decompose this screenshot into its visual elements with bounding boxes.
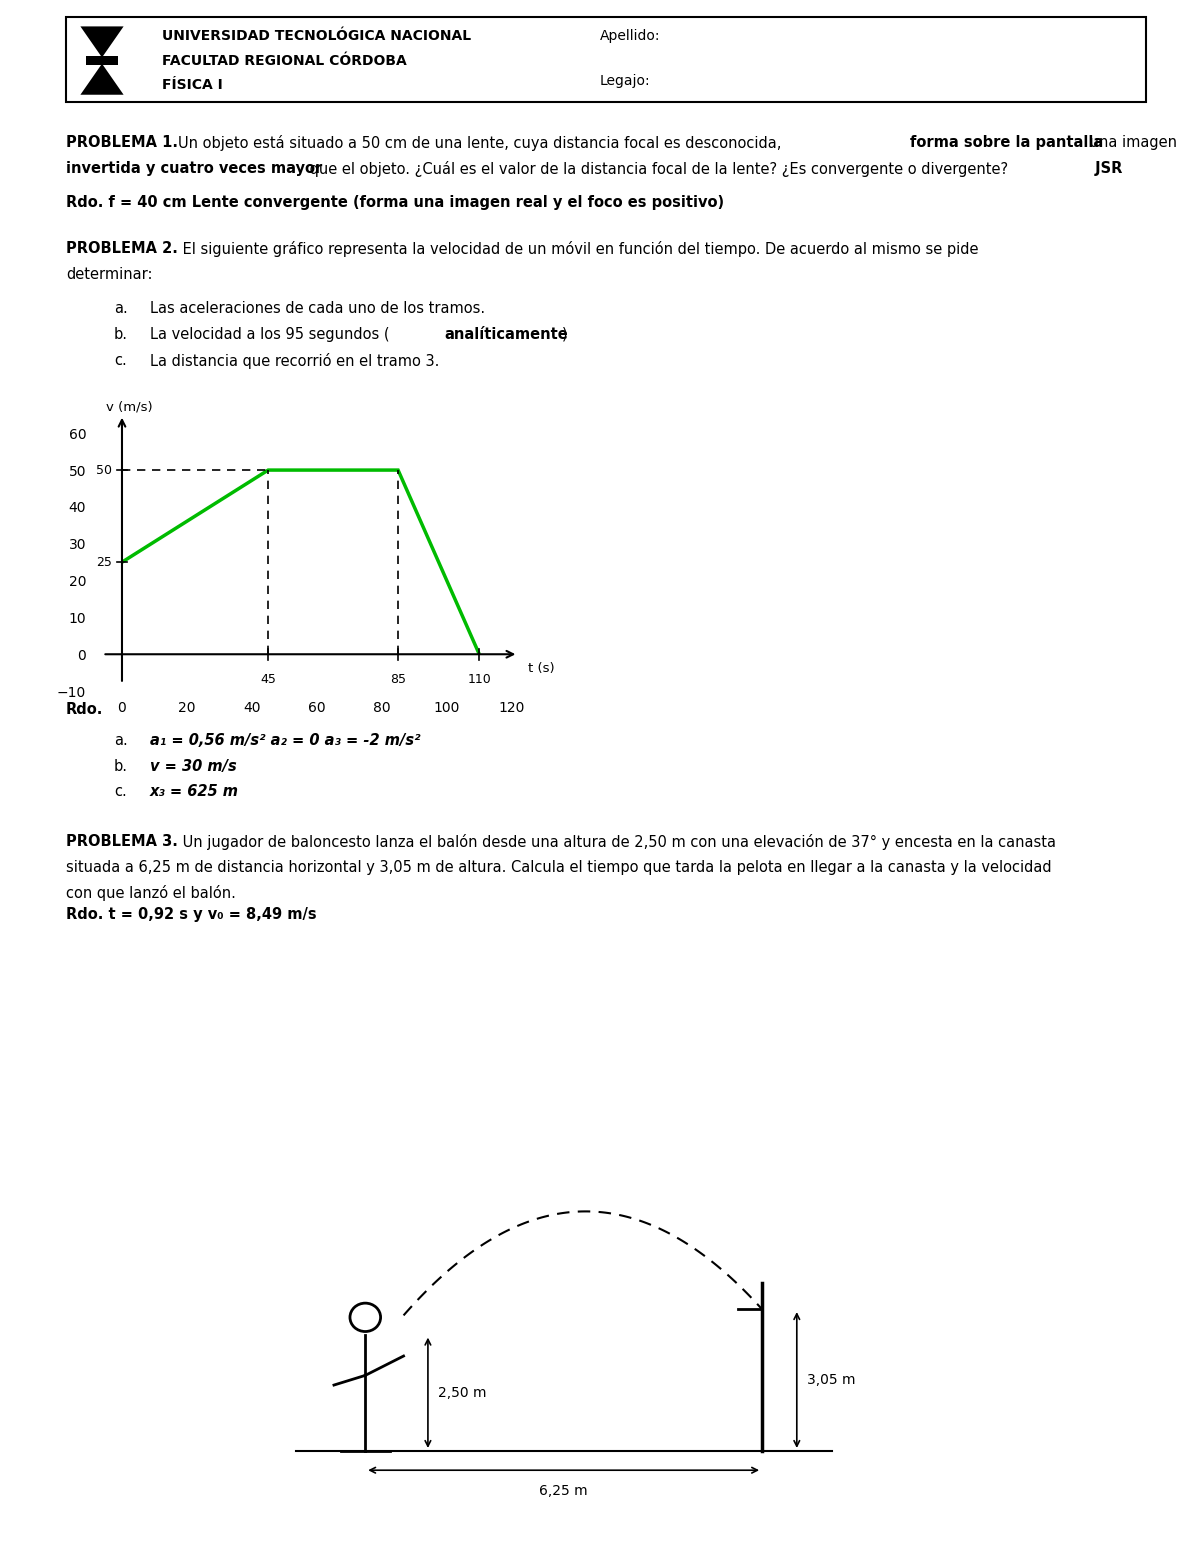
Text: 50: 50 bbox=[96, 464, 113, 477]
Text: a.: a. bbox=[114, 733, 127, 749]
Text: 110: 110 bbox=[468, 672, 491, 686]
FancyBboxPatch shape bbox=[86, 56, 118, 65]
Text: t (s): t (s) bbox=[528, 663, 554, 676]
Text: Un objeto está situado a 50 cm de una lente, cuya distancia focal es desconocida: Un objeto está situado a 50 cm de una le… bbox=[178, 135, 786, 151]
Text: b.: b. bbox=[114, 758, 128, 773]
Text: Las aceleraciones de cada uno de los tramos.: Las aceleraciones de cada uno de los tra… bbox=[150, 301, 485, 317]
Text: 2,50 m: 2,50 m bbox=[438, 1385, 487, 1399]
Text: que el objeto. ¿Cuál es el valor de la distancia focal de la lente? ¿Es converge: que el objeto. ¿Cuál es el valor de la d… bbox=[305, 160, 1008, 177]
Polygon shape bbox=[80, 64, 124, 95]
Polygon shape bbox=[80, 26, 124, 57]
Text: invertida y cuatro veces mayor: invertida y cuatro veces mayor bbox=[66, 160, 323, 175]
Text: 25: 25 bbox=[96, 556, 113, 568]
FancyBboxPatch shape bbox=[66, 17, 1146, 102]
Text: una imagen: una imagen bbox=[1085, 135, 1177, 151]
Text: JSR: JSR bbox=[1090, 160, 1122, 175]
Text: PROBLEMA 2.: PROBLEMA 2. bbox=[66, 241, 178, 256]
Text: UNIVERSIDAD TECNOLÓGICA NACIONAL: UNIVERSIDAD TECNOLÓGICA NACIONAL bbox=[162, 28, 472, 43]
Text: v = 30 m/s: v = 30 m/s bbox=[150, 758, 236, 773]
Text: situada a 6,25 m de distancia horizontal y 3,05 m de altura. Calcula el tiempo q: situada a 6,25 m de distancia horizontal… bbox=[66, 860, 1051, 874]
Text: FACULTAD REGIONAL CÓRDOBA: FACULTAD REGIONAL CÓRDOBA bbox=[162, 53, 407, 68]
Text: 85: 85 bbox=[390, 672, 406, 686]
Text: b.: b. bbox=[114, 326, 128, 342]
Text: a.: a. bbox=[114, 301, 127, 317]
Text: PROBLEMA 3.: PROBLEMA 3. bbox=[66, 834, 178, 849]
Text: determinar:: determinar: bbox=[66, 267, 152, 283]
Text: a₁ = 0,56 m/s² a₂ = 0 a₃ = -2 m/s²: a₁ = 0,56 m/s² a₂ = 0 a₃ = -2 m/s² bbox=[150, 733, 420, 749]
Text: Rdo.: Rdo. bbox=[66, 702, 103, 717]
Text: forma sobre la pantalla: forma sobre la pantalla bbox=[910, 135, 1103, 151]
Text: 6,25 m: 6,25 m bbox=[539, 1485, 588, 1499]
Text: Legajo:: Legajo: bbox=[600, 73, 650, 89]
Text: 3,05 m: 3,05 m bbox=[808, 1373, 856, 1387]
Text: FÍSICA I: FÍSICA I bbox=[162, 78, 223, 93]
Text: Rdo. f = 40 cm Lente convergente (forma una imagen real y el foco es positivo): Rdo. f = 40 cm Lente convergente (forma … bbox=[66, 194, 724, 210]
Text: 45: 45 bbox=[260, 672, 276, 686]
Text: ): ) bbox=[562, 326, 568, 342]
Text: c.: c. bbox=[114, 353, 127, 368]
Text: La distancia que recorrió en el tramo 3.: La distancia que recorrió en el tramo 3. bbox=[150, 353, 439, 368]
Text: v (m/s): v (m/s) bbox=[106, 401, 152, 415]
Text: con que lanzó el balón.: con que lanzó el balón. bbox=[66, 885, 236, 901]
Text: La velocidad a los 95 segundos (: La velocidad a los 95 segundos ( bbox=[150, 326, 390, 342]
Text: c.: c. bbox=[114, 784, 127, 800]
Text: x₃ = 625 m: x₃ = 625 m bbox=[150, 784, 239, 800]
Text: Un jugador de baloncesto lanza el balón desde una altura de 2,50 m con una eleva: Un jugador de baloncesto lanza el balón … bbox=[178, 834, 1056, 849]
Text: PROBLEMA 1.: PROBLEMA 1. bbox=[66, 135, 178, 151]
Text: El siguiente gráfico representa la velocidad de un móvil en función del tiempo. : El siguiente gráfico representa la veloc… bbox=[178, 241, 978, 258]
Text: analíticamente: analíticamente bbox=[444, 326, 568, 342]
Text: Rdo. t = 0,92 s y v₀ = 8,49 m/s: Rdo. t = 0,92 s y v₀ = 8,49 m/s bbox=[66, 907, 317, 922]
Text: Apellido:: Apellido: bbox=[600, 28, 660, 43]
